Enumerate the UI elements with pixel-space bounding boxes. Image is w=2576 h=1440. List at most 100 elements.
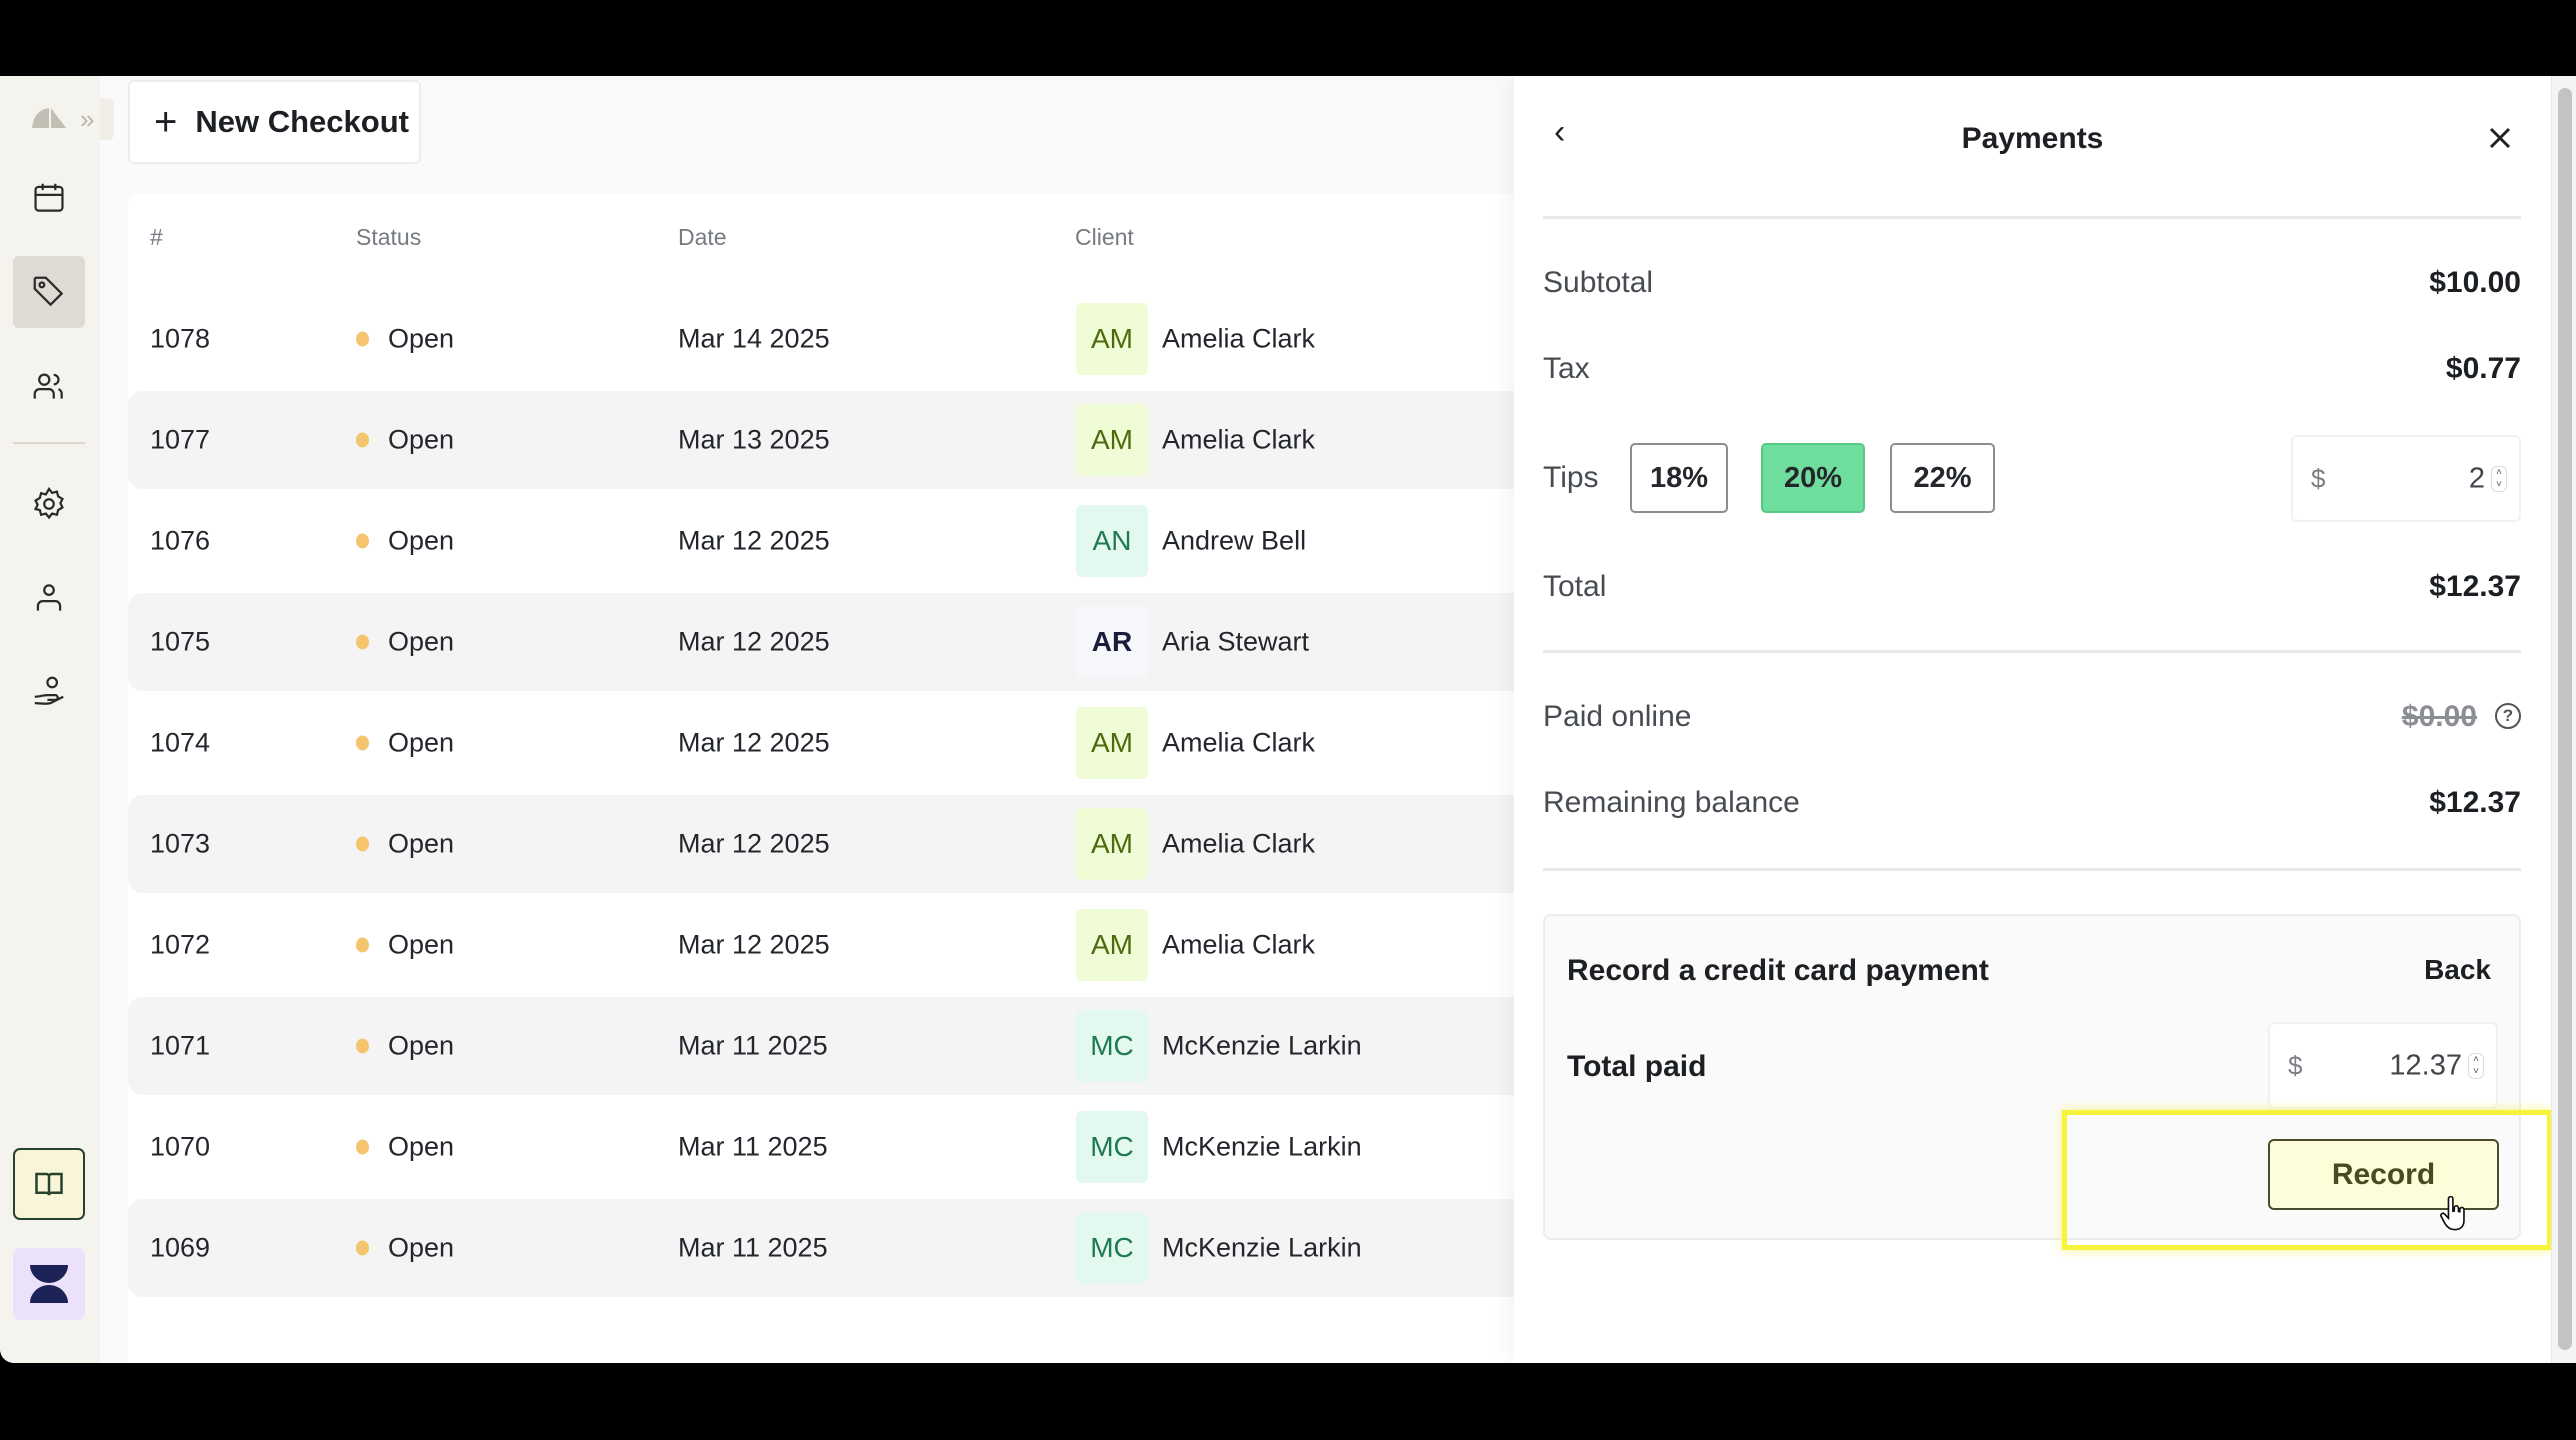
expand-sidebar-icon[interactable]: »: [80, 104, 95, 134]
sidebar-item-calendar[interactable]: [13, 162, 85, 234]
client-name: McKenzie Larkin: [1162, 1030, 1362, 1061]
checkouts-table: # Status Date Client 1078 Open Mar 14 20…: [128, 194, 1514, 1363]
client-name: Aria Stewart: [1162, 626, 1310, 657]
divider: [1543, 216, 2521, 219]
table-row[interactable]: 1077 Open Mar 13 2025 AM Amelia Clark: [128, 391, 1514, 489]
avatar: AM: [1076, 707, 1148, 779]
total-label: Total: [1543, 570, 1607, 603]
table-header: # Status Date Client: [128, 194, 1514, 284]
table-row[interactable]: 1070 Open Mar 11 2025 MC McKenzie Larkin: [128, 1098, 1514, 1196]
column-header-status[interactable]: Status: [356, 224, 422, 250]
user-icon: [36, 584, 62, 611]
app-switch-button[interactable]: [13, 1248, 85, 1320]
record-button[interactable]: Record: [2268, 1139, 2499, 1210]
sidebar-item-settings[interactable]: [13, 468, 85, 540]
sidebar-item-services[interactable]: [13, 656, 85, 728]
column-header-date[interactable]: Date: [678, 224, 727, 250]
status-label: Open: [388, 323, 455, 354]
table-row[interactable]: 1071 Open Mar 11 2025 MC McKenzie Larkin: [128, 997, 1514, 1095]
tip-20-button[interactable]: 20%: [1761, 443, 1865, 513]
divider: [1543, 868, 2521, 871]
checkout-number: 1072: [150, 929, 211, 960]
checkout-number: 1075: [150, 626, 211, 657]
avatar: AR: [1076, 606, 1148, 678]
status-dot-icon: [356, 1038, 369, 1054]
status-label: Open: [388, 1131, 455, 1162]
checkout-date: Mar 11 2025: [678, 1030, 828, 1061]
status-dot-icon: [356, 634, 369, 650]
paid-online-value: $0.00: [2401, 700, 2477, 733]
column-header-number[interactable]: #: [150, 224, 163, 250]
guide-button[interactable]: [13, 1148, 85, 1220]
stepper-icon[interactable]: ˄ ˅: [2468, 1052, 2484, 1079]
record-payment-card: Record a credit card payment Back Total …: [1543, 914, 2521, 1240]
table-row[interactable]: 1075 Open Mar 12 2025 AR Aria Stewart: [128, 593, 1514, 691]
status-label: Open: [388, 1030, 455, 1061]
tax-label: Tax: [1543, 352, 1590, 385]
avatar: AN: [1076, 505, 1148, 577]
checkout-number: 1071: [150, 1030, 211, 1061]
record-card-back-button[interactable]: Back: [2424, 954, 2491, 985]
status-label: Open: [388, 828, 455, 859]
client-name: Amelia Clark: [1162, 424, 1316, 455]
table-row[interactable]: 1074 Open Mar 12 2025 AM Amelia Clark: [128, 694, 1514, 792]
tip-22-button[interactable]: 22%: [1890, 443, 1995, 513]
close-icon[interactable]: [2482, 120, 2518, 156]
column-header-client[interactable]: Client: [1075, 224, 1134, 250]
sidebar: »: [0, 76, 114, 1363]
checkout-number: 1074: [150, 727, 211, 758]
table-row[interactable]: 1078 Open Mar 14 2025 AM Amelia Clark: [128, 290, 1514, 388]
new-checkout-label: New Checkout: [195, 104, 409, 139]
checkout-number: 1073: [150, 828, 211, 859]
subtotal-value: $10.00: [2429, 266, 2521, 299]
sidebar-item-profile[interactable]: [13, 562, 85, 634]
table-row[interactable]: 1076 Open Mar 12 2025 AN Andrew Bell: [128, 492, 1514, 590]
status-label: Open: [388, 727, 455, 758]
sidebar-item-checkouts[interactable]: [13, 256, 85, 328]
scroll-thumb[interactable]: [2558, 88, 2572, 1350]
new-checkout-button[interactable]: + New Checkout: [128, 80, 421, 164]
checkout-number: 1069: [150, 1232, 211, 1263]
plus-icon: +: [154, 100, 178, 144]
stepper-icon[interactable]: ˄ ˅: [2491, 465, 2507, 492]
table-row[interactable]: 1069 Open Mar 11 2025 MC McKenzie Larkin: [128, 1199, 1514, 1297]
subtotal-label: Subtotal: [1543, 266, 1654, 299]
checkout-date: Mar 11 2025: [678, 1232, 828, 1263]
status-dot-icon: [356, 432, 369, 448]
hand-user-icon: [34, 676, 64, 705]
remaining-balance-value: $12.37: [2429, 786, 2521, 819]
client-name: McKenzie Larkin: [1162, 1232, 1362, 1263]
help-icon[interactable]: ?: [2495, 703, 2521, 729]
record-card-title: Record a credit card payment: [1567, 954, 1989, 987]
client-name: Amelia Clark: [1162, 929, 1316, 960]
expand-tab[interactable]: [100, 98, 114, 140]
book-icon: [35, 1172, 63, 1196]
status-dot-icon: [356, 937, 369, 953]
checkout-number: 1078: [150, 323, 211, 354]
checkout-number: 1077: [150, 424, 211, 455]
status-dot-icon: [356, 735, 369, 751]
status-label: Open: [388, 1232, 455, 1263]
tax-value: $0.77: [2445, 352, 2521, 385]
back-chevron-icon[interactable]: ‹: [1554, 113, 1566, 151]
status-label: Open: [388, 929, 455, 960]
currency-symbol: $: [2288, 1050, 2303, 1080]
avatar: AM: [1076, 909, 1148, 981]
checkout-date: Mar 14 2025: [678, 323, 830, 354]
sidebar-item-clients[interactable]: [13, 350, 85, 422]
sidebar-divider: [13, 442, 85, 444]
avatar: MC: [1076, 1212, 1148, 1284]
tip-18-button[interactable]: 18%: [1630, 443, 1728, 513]
client-name: Andrew Bell: [1162, 525, 1307, 556]
panel-scrollbar[interactable]: [2551, 76, 2576, 1363]
calendar-icon: [34, 183, 64, 212]
table-row[interactable]: 1073 Open Mar 12 2025 AM Amelia Clark: [128, 795, 1514, 893]
status-dot-icon: [356, 836, 369, 852]
table-row[interactable]: 1072 Open Mar 12 2025 AM Amelia Clark: [128, 896, 1514, 994]
total-paid-input[interactable]: $ 12.37 ˄ ˅: [2268, 1022, 2498, 1109]
status-label: Open: [388, 525, 455, 556]
tip-amount-input[interactable]: $ 2 ˄ ˅: [2291, 435, 2521, 522]
checkout-number: 1070: [150, 1131, 211, 1162]
gear-icon: [33, 486, 64, 520]
hourglass-icon: [30, 1265, 68, 1303]
